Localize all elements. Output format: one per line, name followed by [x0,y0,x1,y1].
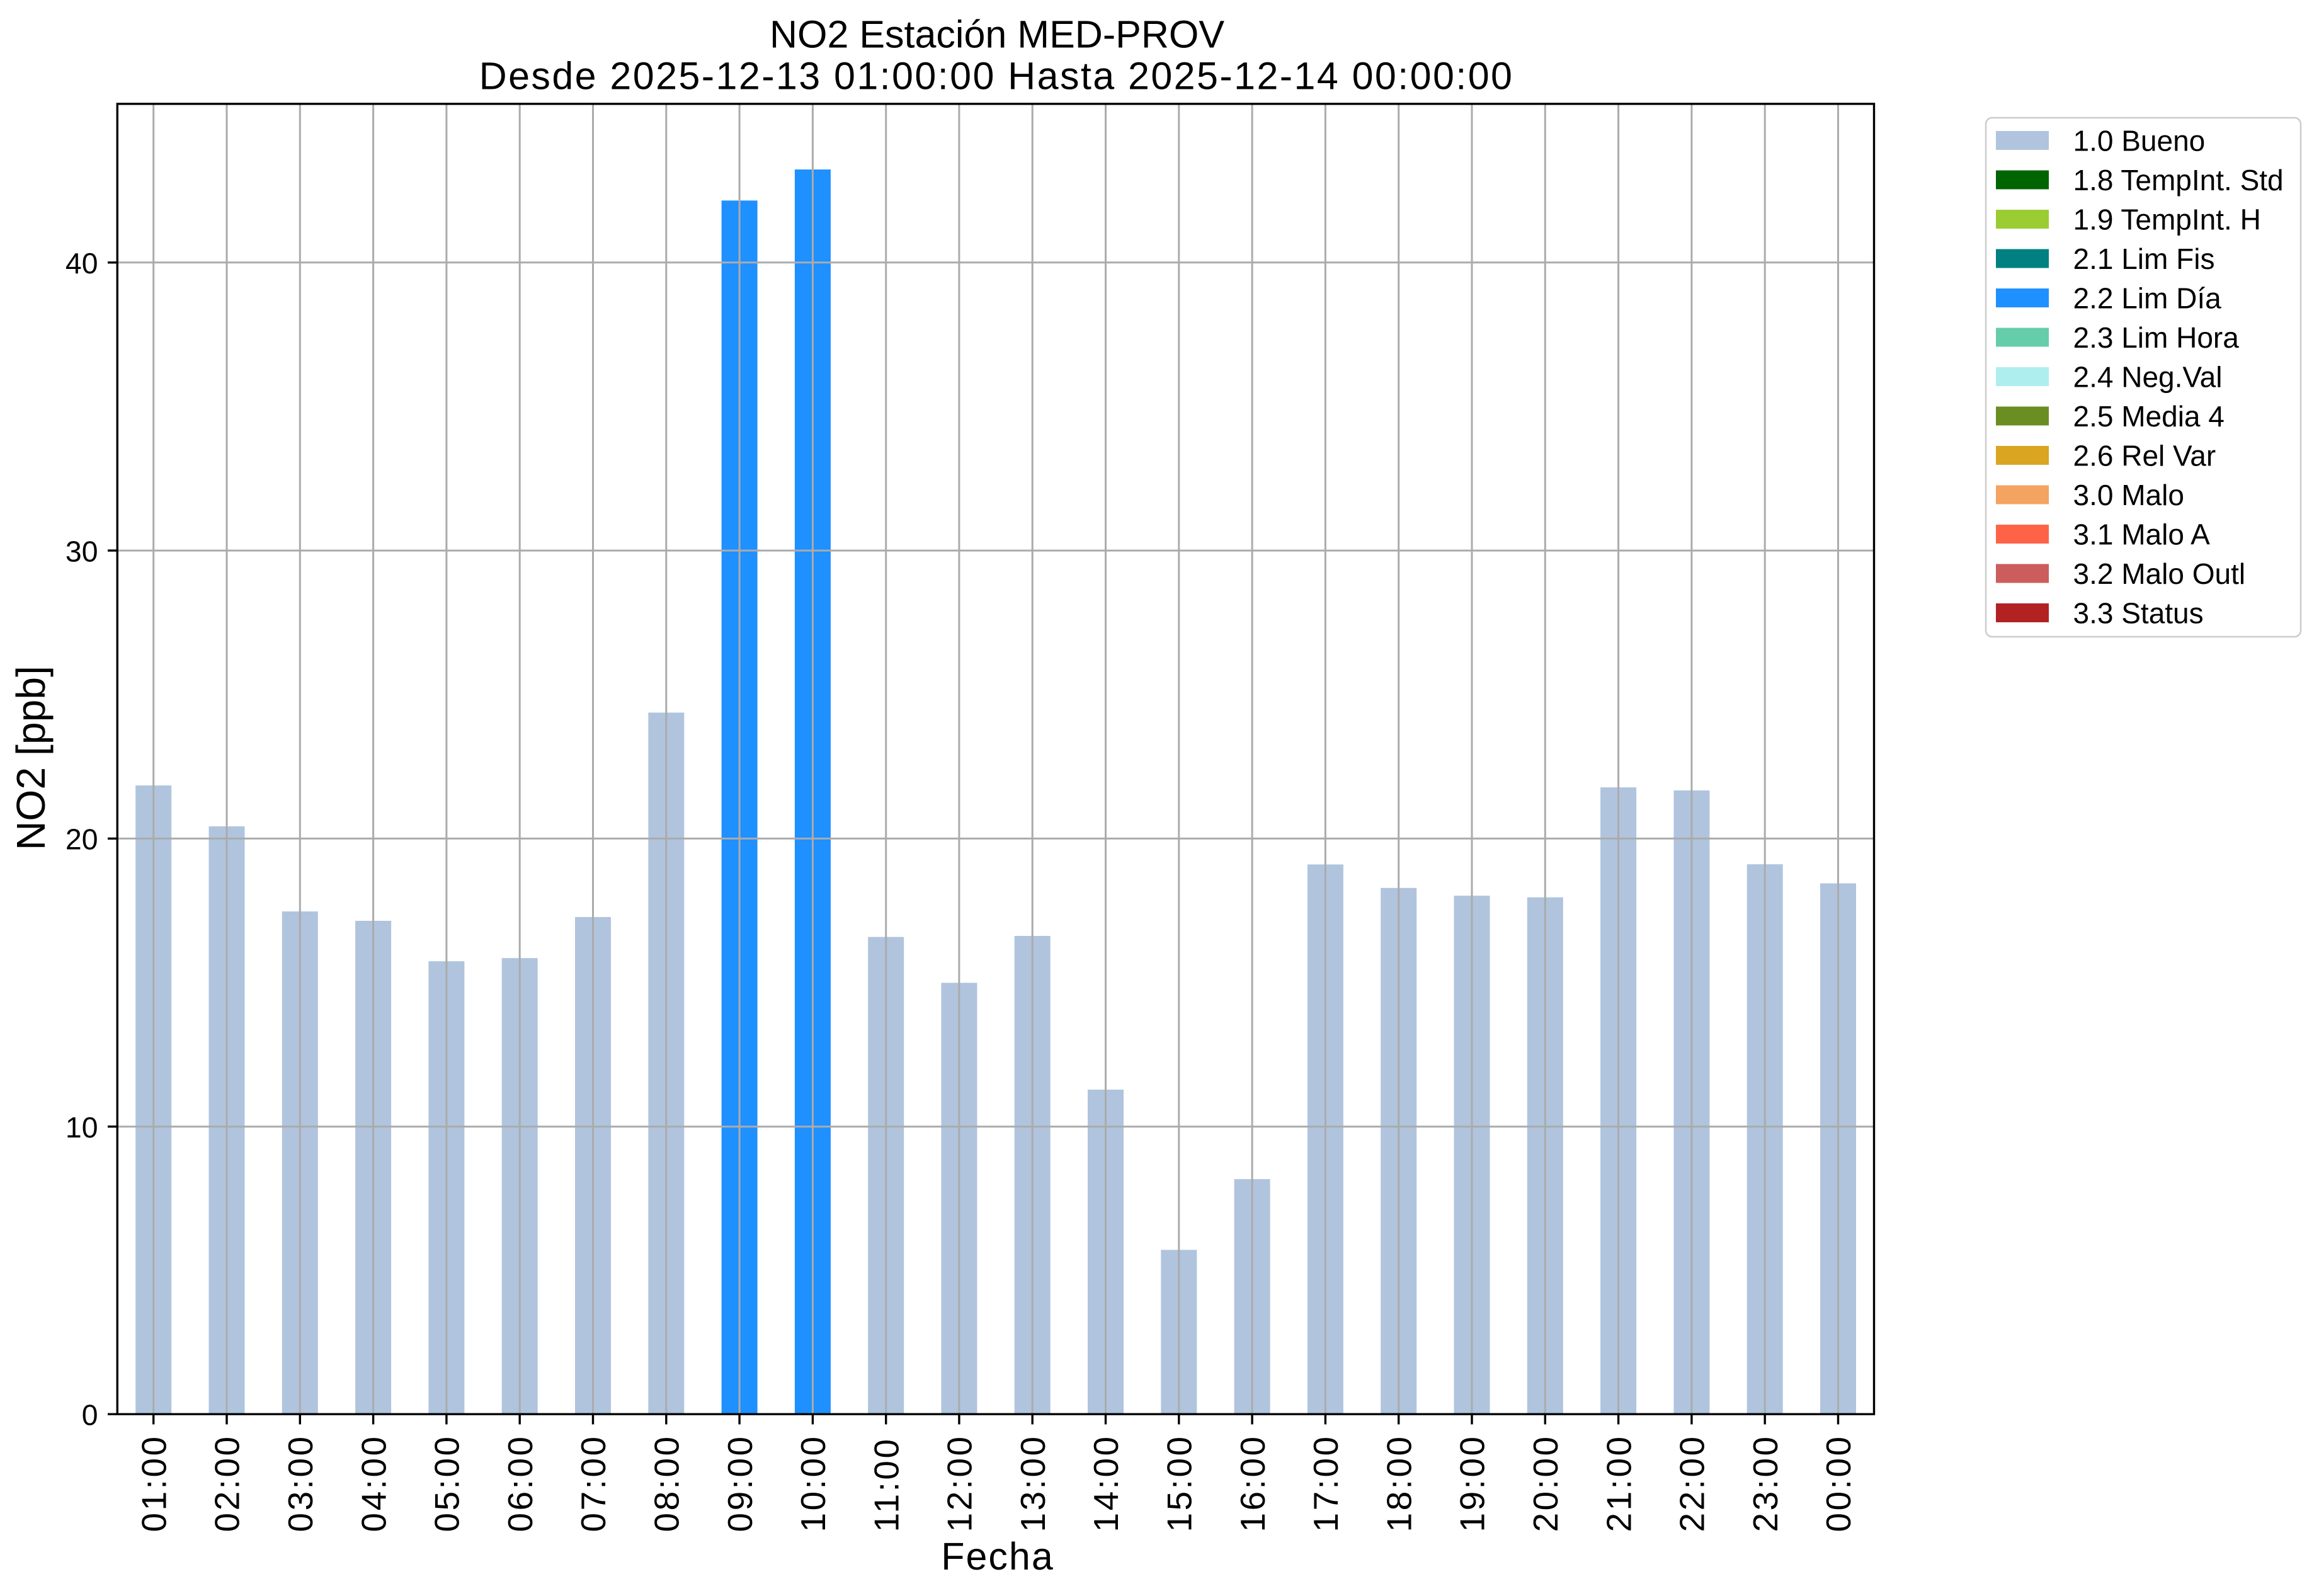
svg-text:10: 10 [66,1111,98,1144]
svg-text:17:00: 17:00 [1306,1434,1345,1532]
svg-text:14:00: 14:00 [1086,1434,1125,1532]
svg-text:05:00: 05:00 [428,1434,467,1532]
svg-text:10:00: 10:00 [794,1434,833,1532]
svg-text:03:00: 03:00 [281,1434,320,1532]
svg-text:3.2 Malo Outl: 3.2 Malo Outl [2073,557,2246,590]
svg-text:00:00: 00:00 [1819,1434,1858,1532]
svg-text:01:00: 01:00 [134,1434,173,1532]
svg-text:2.5 Media 4: 2.5 Media 4 [2073,400,2225,433]
svg-text:23:00: 23:00 [1746,1434,1785,1532]
svg-text:21:00: 21:00 [1599,1434,1638,1532]
svg-text:07:00: 07:00 [574,1434,613,1532]
svg-text:30: 30 [66,535,98,567]
svg-text:09:00: 09:00 [721,1434,760,1532]
svg-text:1.8 TempInt. Std: 1.8 TempInt. Std [2073,164,2284,197]
svg-text:2.2 Lim Día: 2.2 Lim Día [2073,282,2222,315]
svg-text:08:00: 08:00 [647,1434,687,1532]
svg-text:06:00: 06:00 [501,1434,540,1532]
svg-text:20: 20 [66,823,98,856]
svg-text:11:00: 11:00 [867,1437,906,1532]
svg-text:1.9 TempInt. H: 1.9 TempInt. H [2073,203,2261,236]
svg-text:0: 0 [82,1399,98,1432]
svg-text:2.3 Lim Hora: 2.3 Lim Hora [2073,321,2240,354]
svg-text:15:00: 15:00 [1160,1434,1199,1532]
svg-text:18:00: 18:00 [1379,1434,1418,1532]
svg-text:16:00: 16:00 [1233,1434,1272,1532]
svg-text:1.0 Bueno: 1.0 Bueno [2073,125,2206,157]
svg-text:2.1 Lim Fis: 2.1 Lim Fis [2073,242,2215,275]
svg-text:02:00: 02:00 [208,1434,247,1532]
svg-text:40: 40 [66,247,98,280]
svg-text:19:00: 19:00 [1453,1434,1492,1532]
svg-text:2.6 Rel Var: 2.6 Rel Var [2073,440,2216,472]
svg-text:Desde 2025-12-13 01:00:00 Hast: Desde 2025-12-13 01:00:00 Hasta 2025-12-… [479,55,1514,98]
svg-text:Fecha: Fecha [941,1535,1054,1578]
svg-text:2.4 Neg.Val: 2.4 Neg.Val [2073,361,2223,394]
svg-text:NO2 Estación MED-PROV: NO2 Estación MED-PROV [770,13,1224,56]
svg-text:20:00: 20:00 [1526,1434,1565,1532]
svg-text:22:00: 22:00 [1673,1434,1712,1532]
svg-text:3.3 Status: 3.3 Status [2073,597,2204,630]
svg-text:NO2 [ppb]: NO2 [ppb] [8,666,54,850]
svg-text:04:00: 04:00 [354,1434,393,1532]
svg-text:3.0 Malo: 3.0 Malo [2073,479,2184,511]
svg-text:13:00: 13:00 [1013,1434,1052,1532]
svg-text:12:00: 12:00 [940,1434,979,1532]
svg-text:3.1 Malo A: 3.1 Malo A [2073,518,2211,551]
